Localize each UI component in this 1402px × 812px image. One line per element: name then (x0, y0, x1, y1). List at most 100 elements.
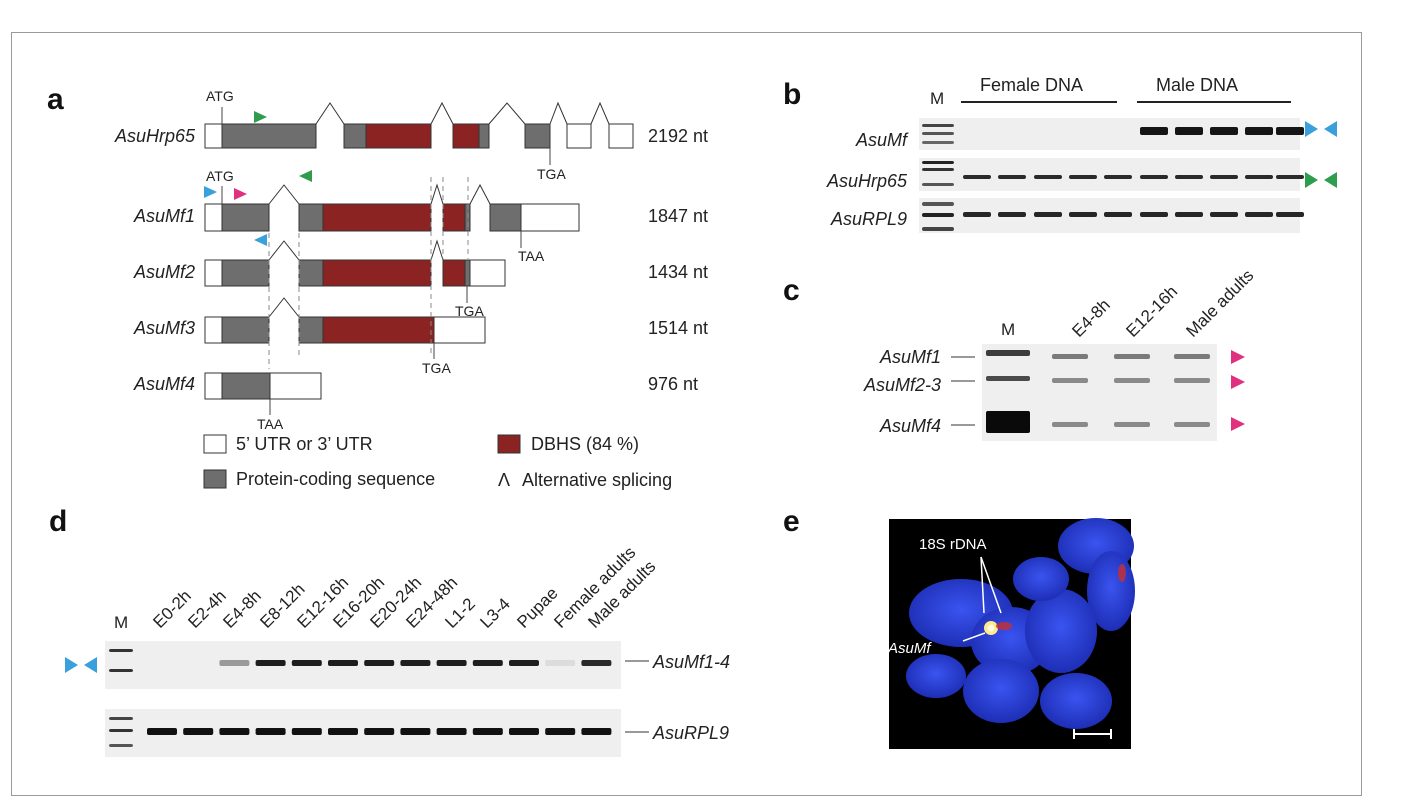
asumf1-band (1114, 354, 1150, 359)
dbhs-swatch (497, 434, 521, 454)
ladder-band (986, 411, 1030, 433)
asurpl9-band (436, 728, 467, 735)
blue-primer-reverse-icon (84, 657, 97, 673)
gene-model-asumf1: AsuMf1 ATG TAA 1847 nt (133, 168, 708, 264)
cds-swatch (203, 469, 227, 489)
asumf2-3-band (1174, 378, 1210, 383)
probe-label: 18S rDNA (919, 536, 987, 553)
asumf-band (1175, 127, 1203, 135)
legend-dbhs-label: DBHS (84 %) (531, 434, 639, 454)
gel-d-bands (109, 649, 612, 747)
stop-codon-label: TGA (422, 360, 451, 376)
gene-name: AsuMf1 (133, 206, 195, 226)
asuhrp65-band (1245, 175, 1273, 179)
legend: 5’ UTR or 3’ UTR DBHS (84 %) Protein-cod… (203, 434, 672, 490)
lane-label: E4-8h (219, 586, 265, 632)
band-label: AsuMf2-3 (863, 375, 941, 395)
gel-strip-asuhrp65 (919, 158, 1300, 191)
ladder-band (922, 132, 954, 135)
magenta-primer-icon (1231, 350, 1245, 364)
gene-model-asumf3: AsuMf3 TGA 1514 nt (133, 297, 708, 376)
asurpl9-band (219, 728, 250, 735)
blue-primer-reverse-icon (1324, 121, 1337, 137)
asumf-band (1276, 127, 1304, 135)
ladder-band (109, 744, 133, 747)
asurpl9-band (963, 212, 991, 217)
asumf-band (1140, 127, 1168, 135)
gene-probe-label: AsuMf (887, 640, 932, 657)
figure-frame: a AsuHrp65 ATG TGA 2192 nt (11, 32, 1362, 796)
asuhrp65-band (963, 175, 991, 179)
lane-label: E0-2h (149, 586, 195, 632)
green-primer-reverse-icon (1324, 172, 1337, 188)
start-codon-label: ATG (206, 168, 234, 184)
gene-model-asumf4: AsuMf4 TAA 976 nt (133, 372, 698, 432)
asurpl9-band (291, 728, 322, 735)
gel-d-asurpl9 (105, 709, 621, 757)
splicing-symbol: Λ (498, 470, 510, 490)
gene-model-asumf2: AsuMf2 TGA 1434 nt (133, 239, 708, 319)
asurpl9-band (581, 728, 612, 735)
asuhrp65-band (1276, 175, 1304, 179)
ladder-band (922, 183, 954, 186)
panel-d-label: d (49, 505, 67, 538)
asumf1-4-band (545, 660, 576, 666)
asurpl9-band (1069, 212, 1097, 217)
asumf2-3-band (1052, 378, 1088, 383)
asumf1-4-band (364, 660, 395, 666)
utr-swatch (203, 434, 227, 454)
blue-primer-forward-icon (1305, 121, 1318, 137)
panel-e-label: e (783, 505, 800, 538)
gene-name: AsuMf2 (133, 262, 195, 282)
asuhrp65-band (1210, 175, 1238, 179)
asumf1-band (1174, 354, 1210, 359)
transcript-length: 1514 nt (648, 318, 708, 338)
ladder-band (922, 202, 954, 206)
panel-d: d M E0-2hE2-4hE4-8hE8-12hE12-16hE16-20hE2… (49, 505, 730, 757)
asurpl9-band (1245, 212, 1273, 217)
panel-e: e 18S rDNA AsuMf (783, 505, 1135, 749)
ladder-band (922, 161, 954, 164)
panel-b: b M Female DNA Male DNA AsuMf AsuHrp65 A… (783, 75, 1337, 233)
asurpl9-band (1175, 212, 1203, 217)
green-primer-forward-icon (1305, 172, 1318, 188)
ladder-band (109, 649, 133, 652)
magenta-primer-icon (1231, 375, 1245, 389)
ladder-band (922, 213, 954, 217)
asurpl9-band (364, 728, 395, 735)
panel-d-lane-labels: M E0-2hE2-4hE4-8hE8-12hE12-16hE16-20hE20-… (114, 543, 659, 632)
row-label: AsuRPL9 (652, 723, 729, 743)
magenta-primer-icon (1231, 417, 1245, 431)
asurpl9-band (147, 728, 177, 735)
asuhrp65-band (1104, 175, 1132, 179)
asumf1-4-band (219, 660, 250, 666)
splice-alignment-guides (268, 177, 469, 369)
asumf1-4-band (436, 660, 467, 666)
lane-label-m: M (114, 613, 128, 632)
ladder-band (109, 717, 133, 720)
asurpl9-band (255, 728, 286, 735)
asumf1-4-band (291, 660, 322, 666)
row-label: AsuMf (855, 130, 909, 150)
gel-strip-asumf (919, 118, 1300, 150)
asurpl9-band (1210, 212, 1238, 217)
ladder-band (922, 168, 954, 171)
asurpl9-band (1034, 212, 1062, 217)
asuhrp65-band (1140, 175, 1168, 179)
gene-name: AsuMf4 (133, 374, 195, 394)
blue-reverse-primer-icon (254, 234, 267, 246)
ladder-band (986, 350, 1030, 356)
asumf1-4-band (255, 660, 286, 666)
asurpl9-band (183, 728, 214, 735)
gene-name: AsuHrp65 (114, 126, 196, 146)
magenta-forward-primer-icon (234, 188, 247, 200)
asumf4-band (1174, 422, 1210, 427)
figure-canvas: a AsuHrp65 ATG TGA 2192 nt (47, 75, 1337, 757)
gel-d-asumf (105, 641, 621, 689)
transcript-length: 1434 nt (648, 262, 708, 282)
stop-codon-label: TAA (518, 248, 545, 264)
asurpl9-band (998, 212, 1026, 217)
asurpl9-band (400, 728, 431, 735)
lane-label: E2-4h (184, 586, 230, 632)
legend-cds-label: Protein-coding sequence (236, 469, 435, 489)
